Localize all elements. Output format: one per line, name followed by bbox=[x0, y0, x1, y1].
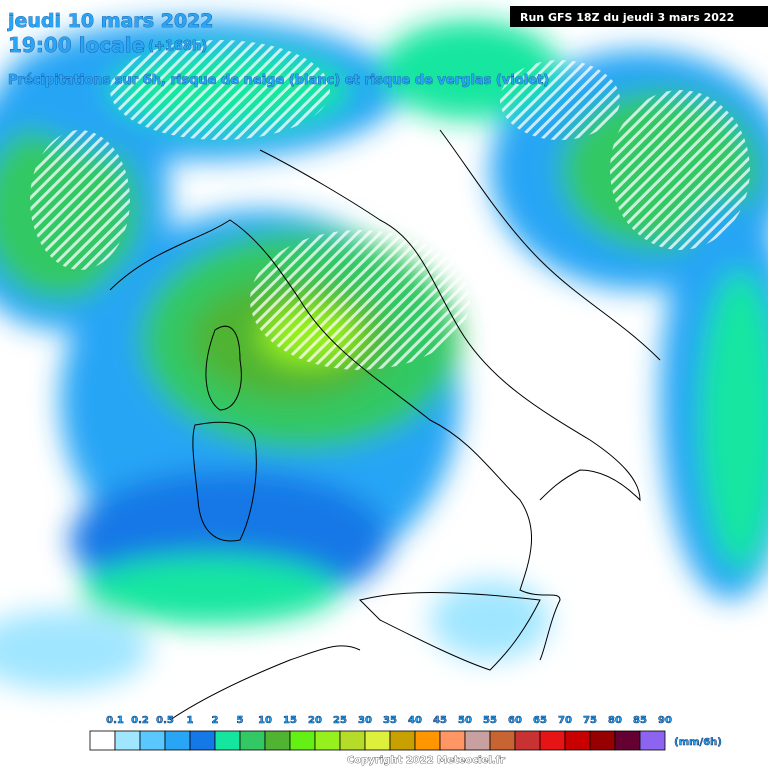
legend-swatch bbox=[189, 730, 216, 751]
legend: 0.1 0.2 0.5 1 2 5 10 15 20 25 30 35 40 45 50 55 60 65 70 75… bbox=[89, 715, 672, 751]
coastlines bbox=[109, 129, 661, 721]
date: jeudi 10 mars 2022 bbox=[7, 10, 214, 32]
legend-swatch bbox=[164, 730, 191, 751]
legend-swatch bbox=[514, 730, 541, 751]
legend-label: 35 bbox=[383, 715, 397, 726]
snow-hatching bbox=[30, 40, 750, 370]
legend-swatch bbox=[214, 730, 241, 751]
run-info: Run GFS 18Z du jeudi 3 mars 2022 bbox=[520, 11, 734, 24]
legend-label: 70 bbox=[558, 715, 572, 726]
legend-swatch bbox=[89, 730, 116, 751]
legend-swatch bbox=[314, 730, 341, 751]
legend-label: 55 bbox=[483, 715, 497, 726]
legend-label: 5 bbox=[237, 715, 244, 726]
legend-swatch bbox=[464, 730, 491, 751]
legend-label: 2 bbox=[212, 715, 219, 726]
legend-label: 40 bbox=[408, 715, 422, 726]
legend-label: 15 bbox=[283, 715, 297, 726]
legend-swatch bbox=[339, 730, 366, 751]
legend-swatch bbox=[114, 730, 141, 751]
legend-label: 90 bbox=[658, 715, 672, 726]
legend-swatch bbox=[614, 730, 641, 751]
legend-swatch bbox=[639, 730, 666, 751]
legend-swatch bbox=[389, 730, 416, 751]
legend-swatch bbox=[539, 730, 566, 751]
legend-label: 0.1 bbox=[106, 715, 124, 726]
legend-label: 60 bbox=[508, 715, 522, 726]
legend-label: 80 bbox=[608, 715, 622, 726]
legend-swatch bbox=[264, 730, 291, 751]
legend-label: 0.2 bbox=[131, 715, 149, 726]
legend-unit: (mm/6h) bbox=[674, 737, 722, 748]
copyright: Copyright 2022 Meteociel.fr bbox=[347, 755, 505, 766]
time: 19:00 locale bbox=[8, 33, 145, 57]
legend-swatch bbox=[489, 730, 516, 751]
legend-swatch bbox=[414, 730, 441, 751]
legend-label: 45 bbox=[433, 715, 447, 726]
subtitle: Précipitations sur 6h, risque de neige (… bbox=[8, 73, 549, 88]
legend-label: 1 bbox=[187, 715, 194, 726]
legend-swatch bbox=[139, 730, 166, 751]
legend-label: 85 bbox=[633, 715, 647, 726]
legend-label: 65 bbox=[533, 715, 547, 726]
run-box bbox=[510, 6, 768, 27]
legend-swatch bbox=[439, 730, 466, 751]
legend-label: 0.5 bbox=[156, 715, 174, 726]
legend-label: 25 bbox=[333, 715, 347, 726]
legend-label: 50 bbox=[458, 715, 472, 726]
legend-label: 20 bbox=[308, 715, 322, 726]
legend-swatch bbox=[239, 730, 266, 751]
legend-swatch bbox=[364, 730, 391, 751]
legend-swatch bbox=[289, 730, 316, 751]
legend-swatch bbox=[564, 730, 591, 751]
legend-label: 75 bbox=[583, 715, 597, 726]
legend-label: 30 bbox=[358, 715, 372, 726]
lead-time: (+168h) bbox=[148, 39, 207, 54]
legend-label: 10 bbox=[258, 715, 272, 726]
legend-swatch bbox=[589, 730, 616, 751]
